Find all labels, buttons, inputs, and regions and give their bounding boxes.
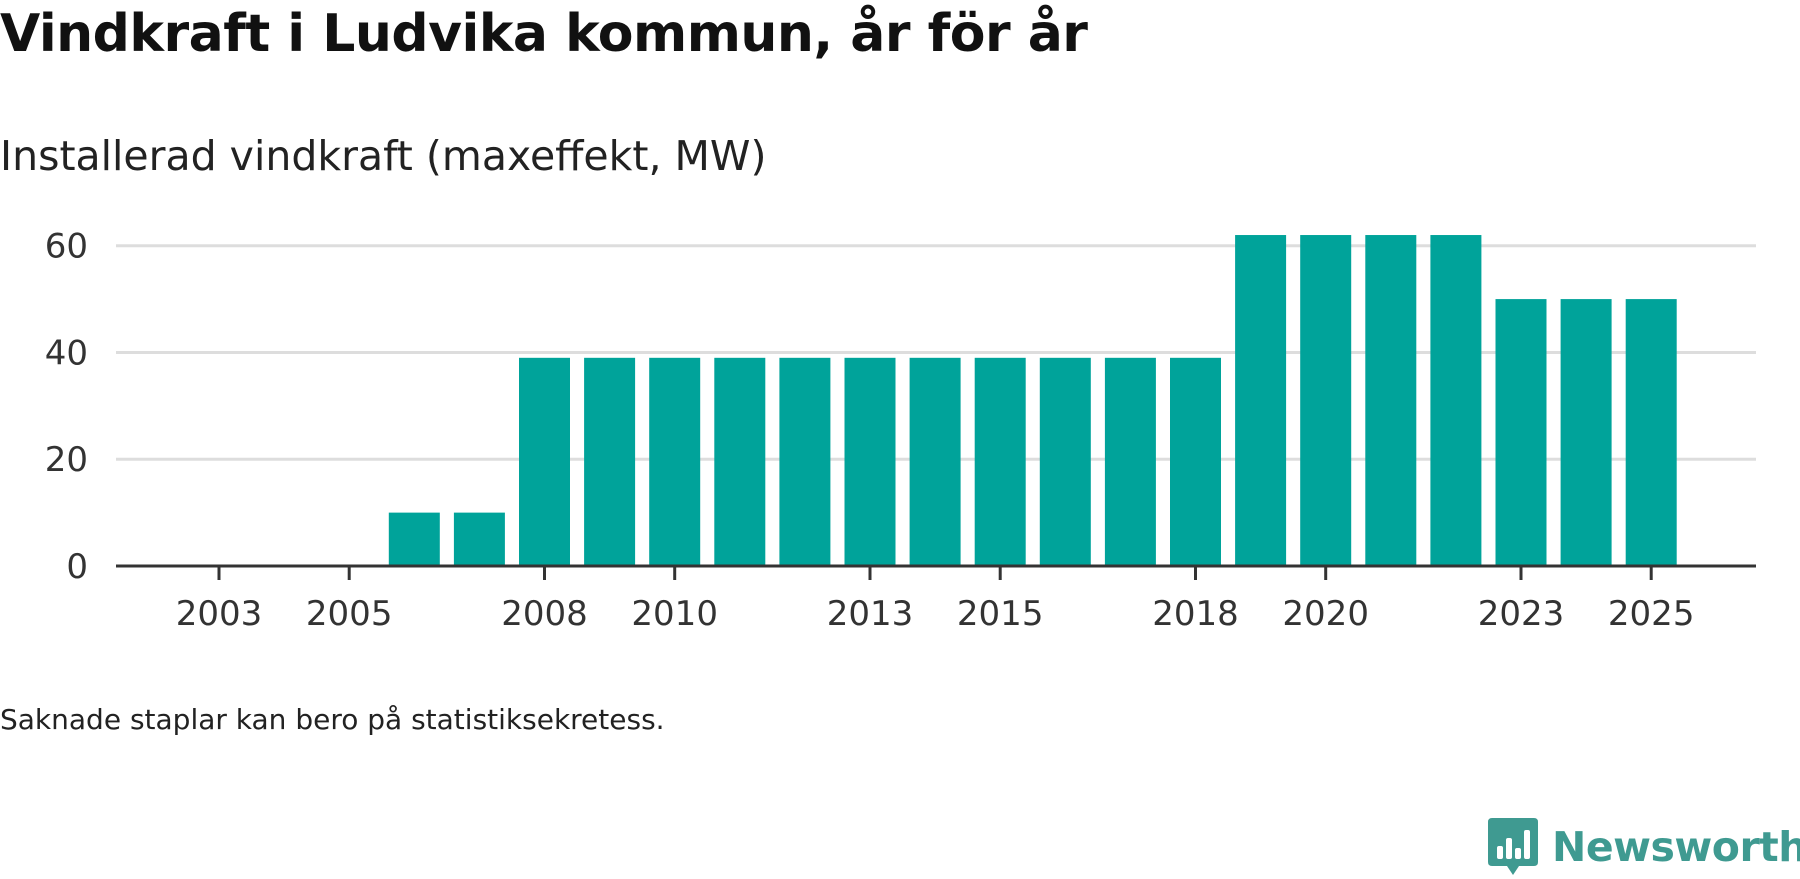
bar-2025 — [1625, 299, 1677, 566]
bar-2012 — [779, 357, 831, 566]
x-tick-label-2013: 2013 — [827, 594, 914, 634]
bar-chart-bubble-icon — [1488, 818, 1538, 875]
x-tick-label-2003: 2003 — [176, 594, 263, 634]
bar-2014 — [909, 357, 961, 566]
x-tick-label-2023: 2023 — [1478, 594, 1565, 634]
y-tick-label-20: 20 — [45, 440, 88, 480]
chart-subtitle: Installerad vindkraft (maxeffekt, MW) — [0, 132, 767, 180]
footnote: Saknade staplar kan bero på statistiksek… — [0, 703, 665, 736]
bar-2008 — [519, 357, 570, 566]
bar-2023 — [1495, 299, 1547, 566]
bar-2007 — [453, 512, 505, 566]
x-tick-label-2008: 2008 — [501, 594, 588, 634]
bar-2024 — [1560, 299, 1612, 566]
x-tick-label-2010: 2010 — [631, 594, 718, 634]
x-tick-label-2005: 2005 — [306, 594, 393, 634]
y-tick-label-60: 60 — [45, 227, 88, 267]
y-tick-label-0: 0 — [66, 547, 88, 587]
bar-2019 — [1235, 235, 1287, 566]
bar-2016 — [1039, 357, 1091, 566]
bar-2006 — [388, 512, 440, 566]
bar-2021 — [1365, 235, 1417, 566]
y-tick-label-40: 40 — [45, 333, 88, 373]
bar-2018 — [1170, 357, 1221, 566]
x-tick-label-2025: 2025 — [1608, 594, 1695, 634]
brand-logo: Newsworthy — [1488, 818, 1800, 876]
x-tick-label-2015: 2015 — [957, 594, 1044, 634]
x-tick-label-2018: 2018 — [1152, 594, 1239, 634]
brand-name: Newsworthy — [1552, 823, 1800, 871]
bar-2017 — [1104, 357, 1156, 566]
bar-2020 — [1300, 235, 1352, 566]
bar-2009 — [584, 357, 636, 566]
bar-2011 — [714, 357, 766, 566]
bar-2022 — [1430, 235, 1482, 566]
bar-2010 — [649, 357, 701, 566]
bar-2013 — [844, 357, 896, 566]
bar-2015 — [974, 357, 1026, 566]
x-tick-label-2020: 2020 — [1282, 594, 1369, 634]
chart-title: Vindkraft i Ludvika kommun, år för år — [0, 4, 1088, 64]
